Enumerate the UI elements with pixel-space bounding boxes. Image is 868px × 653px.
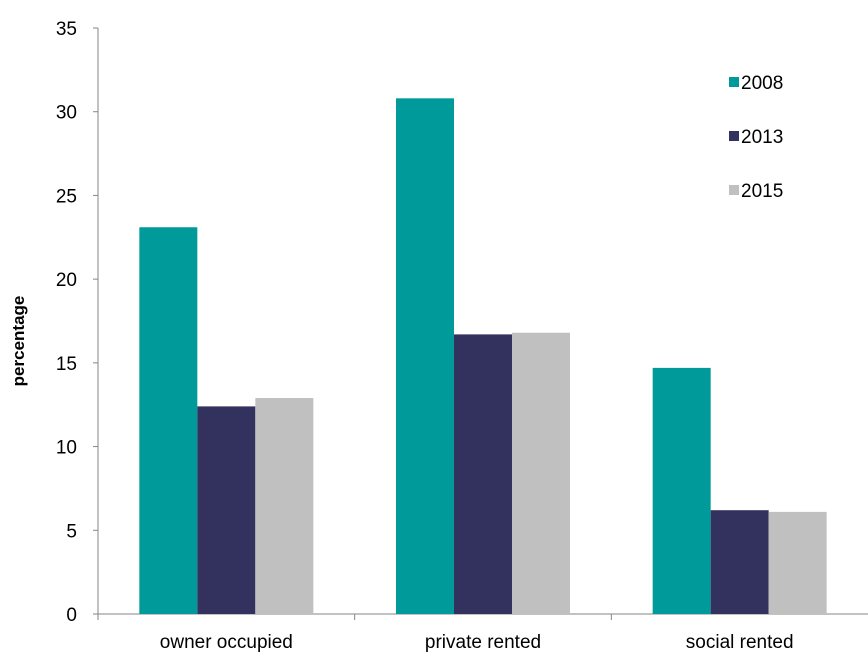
x-category-label: owner occupied [160, 632, 293, 653]
y-tick-label: 35 [56, 19, 77, 40]
bar-2013-0 [197, 406, 256, 614]
bar-2015-0 [255, 398, 314, 614]
y-tick-label: 30 [56, 103, 77, 124]
y-tick-label: 10 [56, 438, 77, 459]
x-category-label: social rented [686, 632, 794, 653]
legend-label-2013: 2013 [741, 127, 783, 148]
bar-2008-0 [139, 227, 198, 615]
bar-2015-1 [512, 332, 570, 614]
x-axis: owner occupied private rented social rente… [97, 613, 868, 653]
y-tick-label: 0 [66, 605, 77, 626]
y-tick-label: 20 [56, 270, 77, 291]
legend: 2008 2013 2015 [729, 73, 783, 202]
bar-2008-2 [652, 367, 711, 614]
bar-2013-2 [710, 510, 769, 614]
legend-swatch-2013 [729, 131, 739, 141]
legend-label-2015: 2015 [741, 181, 783, 202]
x-category-label: private rented [425, 632, 541, 653]
y-tick-label: 5 [66, 521, 77, 542]
legend-swatch-2015 [729, 185, 739, 195]
legend-label-2008: 2008 [741, 73, 783, 94]
y-tick-label: 25 [56, 186, 77, 207]
y-tick-label: 15 [56, 354, 77, 375]
bar-2008-1 [396, 98, 454, 614]
y-axis: 0 5 10 15 20 25 30 35 [56, 19, 99, 626]
bars [139, 98, 827, 615]
y-axis-title: percentage [9, 296, 28, 387]
legend-swatch-2008 [729, 77, 739, 87]
bar-2013-1 [454, 334, 512, 614]
bar-2015-2 [768, 511, 827, 614]
